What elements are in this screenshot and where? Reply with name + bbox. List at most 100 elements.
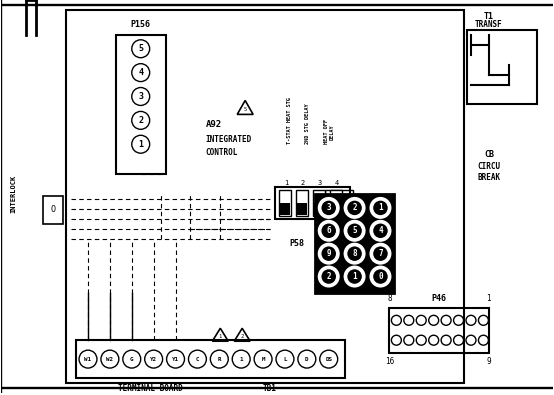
Circle shape xyxy=(429,315,439,325)
Circle shape xyxy=(416,335,426,345)
Circle shape xyxy=(319,198,338,218)
Text: Y1: Y1 xyxy=(172,357,179,361)
Bar xyxy=(297,203,307,215)
Circle shape xyxy=(429,335,439,345)
Text: DS: DS xyxy=(325,357,332,361)
Bar xyxy=(76,340,345,378)
Text: INTEGRATED: INTEGRATED xyxy=(206,135,252,144)
Circle shape xyxy=(188,350,207,368)
Text: CB: CB xyxy=(484,150,494,159)
Circle shape xyxy=(345,267,365,286)
Circle shape xyxy=(372,223,388,239)
Circle shape xyxy=(132,88,150,105)
Bar xyxy=(280,203,290,215)
Circle shape xyxy=(320,350,338,368)
Circle shape xyxy=(145,350,163,368)
Text: 1: 1 xyxy=(239,357,243,361)
Text: L: L xyxy=(283,357,287,361)
Bar xyxy=(389,308,489,353)
Circle shape xyxy=(371,244,391,263)
Text: INTERLOCK: INTERLOCK xyxy=(11,175,17,213)
Text: CONTROL: CONTROL xyxy=(206,148,238,157)
Circle shape xyxy=(211,350,228,368)
Text: P156: P156 xyxy=(131,20,151,29)
Circle shape xyxy=(319,267,338,286)
Circle shape xyxy=(404,315,414,325)
Text: 8: 8 xyxy=(352,249,357,258)
Text: 0: 0 xyxy=(378,272,383,281)
Text: C: C xyxy=(196,357,199,361)
Text: 4: 4 xyxy=(335,180,339,186)
Circle shape xyxy=(454,335,464,345)
Bar xyxy=(279,190,291,216)
Text: 1: 1 xyxy=(284,180,288,186)
Bar xyxy=(43,196,63,224)
Text: W1: W1 xyxy=(85,357,91,361)
Text: 7: 7 xyxy=(378,249,383,258)
Circle shape xyxy=(466,335,476,345)
Bar xyxy=(313,190,325,216)
Text: 2: 2 xyxy=(326,272,331,281)
Circle shape xyxy=(371,267,391,286)
Text: Y2: Y2 xyxy=(150,357,157,361)
Text: W2: W2 xyxy=(106,357,114,361)
Circle shape xyxy=(345,244,365,263)
Text: 3: 3 xyxy=(317,180,322,186)
Circle shape xyxy=(298,350,316,368)
Text: T1: T1 xyxy=(484,12,494,21)
Text: M: M xyxy=(261,357,265,361)
Text: P58: P58 xyxy=(289,239,304,248)
Bar xyxy=(66,10,464,383)
Circle shape xyxy=(441,315,451,325)
Circle shape xyxy=(167,350,184,368)
Text: 8: 8 xyxy=(387,294,392,303)
Text: P46: P46 xyxy=(432,294,447,303)
Circle shape xyxy=(319,221,338,241)
Circle shape xyxy=(132,111,150,129)
Text: A92: A92 xyxy=(206,120,222,129)
Text: BREAK: BREAK xyxy=(478,173,500,182)
Bar xyxy=(116,35,166,174)
Circle shape xyxy=(232,350,250,368)
Bar xyxy=(467,30,537,104)
Text: 1: 1 xyxy=(378,203,383,213)
Text: 2: 2 xyxy=(138,116,143,125)
Circle shape xyxy=(479,315,489,325)
Circle shape xyxy=(347,246,362,261)
Circle shape xyxy=(404,335,414,345)
Circle shape xyxy=(276,350,294,368)
Circle shape xyxy=(479,335,489,345)
Bar xyxy=(296,190,308,216)
Text: 5: 5 xyxy=(138,44,143,53)
Text: 4: 4 xyxy=(138,68,143,77)
Text: TB1: TB1 xyxy=(263,384,277,393)
Circle shape xyxy=(321,269,337,284)
Bar xyxy=(275,187,350,219)
Circle shape xyxy=(132,64,150,82)
Circle shape xyxy=(466,315,476,325)
Text: TERMINAL BOARD: TERMINAL BOARD xyxy=(119,384,183,393)
Text: R: R xyxy=(218,357,221,361)
Text: D: D xyxy=(305,357,309,361)
Circle shape xyxy=(321,246,337,261)
Circle shape xyxy=(132,135,150,153)
Circle shape xyxy=(101,350,119,368)
Text: O: O xyxy=(50,205,56,214)
Text: 9: 9 xyxy=(326,249,331,258)
Circle shape xyxy=(454,315,464,325)
Circle shape xyxy=(371,198,391,218)
Text: TRANSF: TRANSF xyxy=(475,20,503,29)
Bar xyxy=(325,190,352,216)
Text: 2: 2 xyxy=(352,203,357,213)
Circle shape xyxy=(123,350,141,368)
Bar xyxy=(330,190,342,216)
Circle shape xyxy=(441,335,451,345)
Bar xyxy=(315,194,394,293)
Circle shape xyxy=(347,269,362,284)
Circle shape xyxy=(345,221,365,241)
Text: 1: 1 xyxy=(486,294,491,303)
Circle shape xyxy=(416,315,426,325)
Circle shape xyxy=(254,350,272,368)
Text: HEAT OFF
DELAY: HEAT OFF DELAY xyxy=(324,119,335,144)
Circle shape xyxy=(371,221,391,241)
